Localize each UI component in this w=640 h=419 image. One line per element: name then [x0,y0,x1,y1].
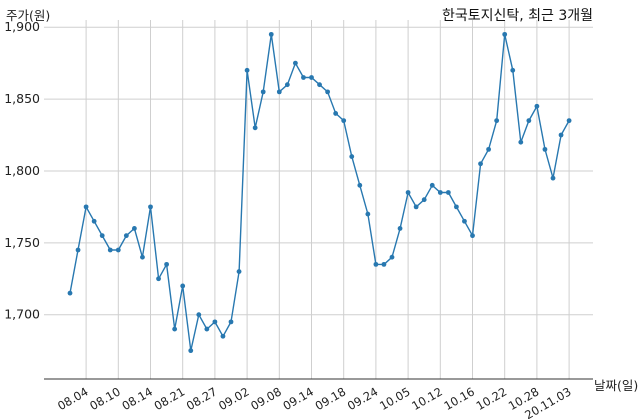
data-point [550,175,556,181]
data-point [301,75,306,80]
x-tick-label: 08.14 [119,384,155,413]
x-tick-label: 10.12 [409,384,445,413]
data-point [236,269,242,274]
data-point [454,204,459,210]
data-point [534,103,540,109]
data-point [252,125,258,131]
data-point [494,118,500,124]
data-point [196,312,202,318]
y-tick-label: 1,800 [4,163,40,178]
data-point [260,89,266,95]
data-point [445,190,451,195]
data-point [405,190,411,195]
data-point [341,118,347,124]
y-tick-label: 1,750 [4,235,40,250]
data-point [107,247,113,253]
x-axis-ticks: 08.0408.1008.1408.2108.2709.0209.0809.14… [55,384,574,419]
data-point [373,261,379,267]
data-point [172,326,178,332]
data-point [188,348,194,354]
y-axis-ticks: 1,700 1,750 1,800 1,850 1,900 [4,19,40,322]
data-point [429,182,435,188]
y-tick-label: 1,700 [4,307,40,322]
x-axis-label: 날짜(일) [594,378,638,393]
data-point [115,247,121,253]
data-point [381,261,387,267]
price-points [67,31,572,354]
data-point [132,226,137,231]
x-tick-label: 09.08 [248,384,284,413]
data-point [164,261,170,267]
data-point [204,326,210,332]
data-point [502,31,508,37]
x-tick-label: 10.05 [377,384,413,413]
x-tick-label: 09.24 [345,384,381,413]
x-tick-label: 08.21 [152,384,188,413]
data-point [284,82,290,88]
data-point [244,67,250,73]
x-tick-label: 09.02 [216,384,252,413]
data-point [268,31,274,37]
data-point [413,204,419,210]
data-point [462,218,467,224]
data-point [309,75,314,80]
data-point [228,319,234,325]
data-point [75,247,81,253]
data-point [83,204,89,210]
x-tick-label: 08.27 [184,384,220,413]
x-tick-label: 09.14 [280,384,316,413]
x-tick-label: 08.10 [87,384,123,413]
data-point [91,218,97,224]
x-tick-label: 10.22 [474,384,510,413]
data-point [212,319,218,325]
data-point [317,82,322,88]
data-point [156,276,161,282]
data-point [123,233,129,239]
price-line [69,34,570,351]
data-point [333,111,339,116]
data-point [558,132,564,138]
x-tick-label: 09.18 [313,384,349,413]
data-point [357,182,363,188]
data-point [478,161,483,167]
y-tick-label: 1,900 [4,19,40,34]
data-point [349,154,355,159]
data-point [293,60,298,66]
x-tick-label: 10.16 [441,384,477,413]
data-point [397,226,403,231]
data-point [470,233,475,239]
data-point [389,254,395,260]
data-point [220,333,226,339]
data-point [486,146,491,152]
data-point [99,233,105,239]
data-point [421,197,427,203]
data-point [566,118,572,124]
data-point [542,146,548,152]
data-point [437,190,443,195]
data-point [276,89,282,95]
data-point [148,204,153,210]
y-tick-label: 1,850 [4,91,40,106]
x-tick-label: 08.04 [55,384,91,413]
price-series [69,34,570,351]
y-axis-label: 주가(원) [6,8,50,23]
data-point [67,290,73,296]
chart-title: 한국토지신탁, 최근 3개월 [442,8,593,24]
data-point [510,67,516,73]
data-point [140,254,145,260]
data-point [365,211,371,217]
grid [44,20,593,379]
data-point [180,283,186,289]
data-point [325,89,330,95]
data-point [518,139,524,145]
data-point [526,118,532,124]
